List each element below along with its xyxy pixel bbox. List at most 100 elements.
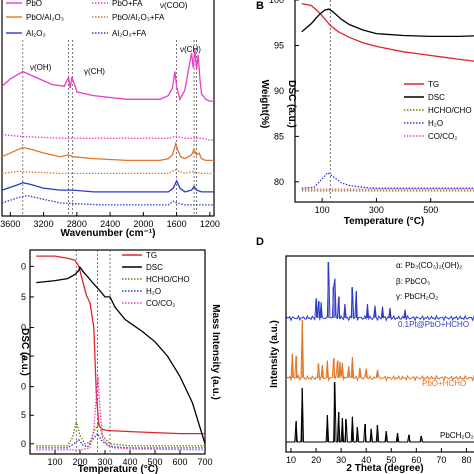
annotation-nu-ch: ν(CH) bbox=[180, 45, 201, 54]
d-series-label-pbo: PbO+HCHO bbox=[422, 379, 466, 388]
panel-c-right-axis-label: Mass Intensity (a.u.) bbox=[210, 304, 221, 400]
a-x-tick-label-5: 1600 bbox=[167, 219, 187, 229]
panel-b-inner-axis-label: DSC (a.u.) bbox=[286, 80, 297, 128]
d-x-tick-label-7: 80 bbox=[461, 455, 471, 465]
legend-label-al2o3-fa: Al₂O₃+FA bbox=[112, 29, 147, 38]
d-legend-beta: β: PbCO₃ bbox=[396, 277, 430, 286]
panel-b-x-axis-label: Temperature (°C) bbox=[344, 216, 425, 227]
annotation-gamma-ch: γ(CH) bbox=[84, 67, 105, 76]
b-y-tick-label-2: 90 bbox=[274, 86, 284, 96]
legend-label-al2o3: Al₂O₃ bbox=[26, 29, 46, 38]
b-y-tick-label-0: 80 bbox=[274, 177, 284, 187]
c-series-dsc bbox=[36, 265, 206, 444]
annotation-nu-coo: ν(COO) bbox=[160, 1, 188, 10]
panel-b-legend: TG DSC HCHO/CHO H₂O CO/CO₂ bbox=[404, 80, 472, 141]
c-series-tg bbox=[36, 255, 205, 435]
panel-c-left-axis-label: DSC (a.u.) bbox=[19, 328, 30, 376]
b-x-tick-label-2: 500 bbox=[423, 205, 438, 215]
panel-d-series bbox=[285, 261, 474, 443]
c-y-tick-label-4: 0 bbox=[21, 323, 26, 333]
a-x-tick-label-0: 3600 bbox=[0, 219, 20, 229]
b-legend-label-h2o: H₂O bbox=[428, 119, 443, 128]
c-y-tick-label-5: 5 bbox=[21, 292, 26, 302]
legend-label-pbo-al2o3-fa: PbO/Al₂O₃+FA bbox=[112, 13, 165, 22]
c-legend-label-h2o: H₂O bbox=[146, 287, 161, 296]
panel-a-frame bbox=[1, 0, 215, 217]
legend-label-pbo-fa: PbO+FA bbox=[112, 0, 143, 8]
panel-b-label: B bbox=[256, 0, 264, 12]
a-x-tick-label-3: 2400 bbox=[100, 219, 120, 229]
c-x-tick-label-4: 500 bbox=[147, 457, 162, 467]
b-legend-label-co: CO/CO₂ bbox=[428, 132, 457, 141]
c-x-tick-label-5: 600 bbox=[172, 457, 187, 467]
c-legend-label-hcho: HCHO/CHO bbox=[146, 275, 190, 284]
d-x-tick-label-1: 20 bbox=[311, 455, 321, 465]
panel-a-series bbox=[1, 49, 214, 206]
panel-c-reference-lines bbox=[75, 250, 111, 454]
d-x-tick-label-0: 10 bbox=[286, 455, 296, 465]
legend-label-pbo-al2o3: PbO/Al₂O₃ bbox=[26, 13, 64, 22]
panel-d-label: D bbox=[256, 236, 264, 248]
panel-b: B 100 300 500 80 85 90 95 100 Weight(%) DSC (a.… bbox=[256, 0, 474, 227]
panel-d-y-axis-label: Intensity (a.u.) bbox=[269, 320, 280, 388]
panel-b-ticks: 100 300 500 80 85 90 95 100 bbox=[269, 0, 438, 215]
b-x-tick-label-0: 100 bbox=[315, 205, 330, 215]
c-y-tick-label-2: 0 bbox=[21, 382, 26, 392]
c-legend-label-co: CO/CO₂ bbox=[146, 299, 175, 308]
d-pattern-pbo-hcho bbox=[285, 319, 474, 382]
panel-b-series bbox=[301, 2, 474, 192]
d-x-tick-label-3: 40 bbox=[361, 455, 371, 465]
d-legend-gamma: γ: PbCH₂O₂ bbox=[396, 292, 438, 301]
d-pattern-0-1pt-pbo-hcho bbox=[285, 261, 474, 322]
panel-c-legend: TG DSC HCHO/CHO H₂O CO/CO₂ bbox=[122, 251, 190, 308]
c-legend-label-dsc: DSC bbox=[146, 263, 163, 272]
panel-c-frame bbox=[29, 249, 206, 455]
d-x-tick-label-4: 50 bbox=[386, 455, 396, 465]
c-y-tick-label-6: 0 bbox=[21, 261, 26, 271]
b-legend-label-tg: TG bbox=[428, 80, 439, 89]
c-x-tick-label-0: 100 bbox=[47, 457, 62, 467]
c-legend-label-tg: TG bbox=[146, 251, 157, 260]
b-series-tg bbox=[301, 2, 474, 62]
a-series-pbo-al-o bbox=[1, 168, 214, 175]
d-legend-alpha: α: Pb₃(CO₃)₂(OH)₂ bbox=[396, 261, 462, 270]
a-series-al-o bbox=[1, 194, 214, 206]
c-x-tick-label-1: 200 bbox=[72, 457, 87, 467]
a-x-tick-label-6: 1200 bbox=[200, 219, 220, 229]
d-x-tick-label-2: 30 bbox=[336, 455, 346, 465]
c-series-h-o bbox=[36, 432, 205, 449]
a-series-pbo bbox=[1, 133, 214, 141]
b-series-h-o bbox=[301, 171, 474, 189]
a-series-pbo-al-o-fa bbox=[1, 141, 214, 162]
panel-d: D 10 20 30 40 50 60 70 80 α: Pb₃(CO₃)₂(OH)₂ β: … bbox=[256, 236, 474, 474]
panel-a-legend: PbO PbO+FA PbO/Al₂O₃ PbO/Al₂O₃+FA Al₂O₃ … bbox=[6, 0, 165, 38]
b-y-tick-label-1: 85 bbox=[274, 131, 284, 141]
c-y-tick-label-1: 5 bbox=[21, 410, 26, 420]
legend-label-pbo: PbO bbox=[26, 0, 42, 8]
d-pattern-pbch-o bbox=[286, 381, 474, 443]
panel-c-x-axis-label: Temperature (°C) bbox=[78, 464, 159, 474]
panel-d-x-ticks: 10 20 30 40 50 60 70 80 bbox=[286, 448, 471, 465]
c-y-tick-label-0: 0 bbox=[21, 439, 26, 449]
b-series-dsc bbox=[301, 8, 474, 38]
d-x-tick-label-6: 70 bbox=[436, 455, 446, 465]
a-x-tick-label-4: 2000 bbox=[133, 219, 153, 229]
d-x-tick-label-5: 60 bbox=[411, 455, 421, 465]
a-series-pbo-fa bbox=[1, 49, 214, 102]
c-series-co-co bbox=[36, 376, 206, 451]
panel-d-x-axis-label: 2 Theta (degree) bbox=[346, 463, 423, 474]
a-x-tick-label-2: 2800 bbox=[67, 219, 87, 229]
panel-a: 3600 3200 2800 2400 2000 1600 1200 PbO PbO+FA … bbox=[0, 0, 220, 239]
panel-b-left-axis-label: Weight(%) bbox=[259, 80, 270, 129]
a-x-tick-label-1: 3200 bbox=[34, 219, 54, 229]
c-y-tick-label-3: 5 bbox=[21, 351, 26, 361]
b-y-tick-label-3: 95 bbox=[274, 40, 284, 50]
d-series-label-pt: 0.1Pt@PbO+HCHO bbox=[398, 320, 469, 329]
c-series-hcho-cho bbox=[36, 421, 205, 447]
annotation-nu-oh: ν(OH) bbox=[30, 63, 52, 72]
panel-a-x-ticks: 3600 3200 2800 2400 2000 1600 1200 bbox=[0, 212, 220, 229]
b-y-tick-label-4: 100 bbox=[269, 0, 284, 5]
c-x-tick-label-2: 300 bbox=[97, 457, 112, 467]
